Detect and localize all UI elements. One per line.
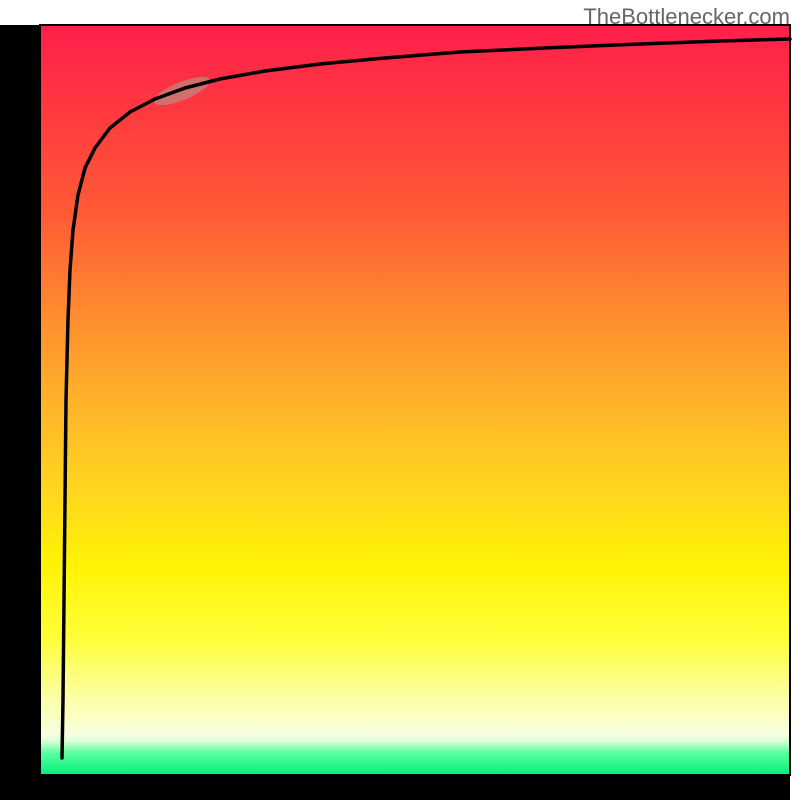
- watermark-label: TheBottlenecker.com: [583, 4, 790, 30]
- plot-background: [40, 25, 790, 775]
- right-margin: [790, 0, 800, 800]
- bottleneck-chart: [0, 0, 800, 800]
- chart-container: { "chart": { "type": "line", "width": 80…: [0, 0, 800, 800]
